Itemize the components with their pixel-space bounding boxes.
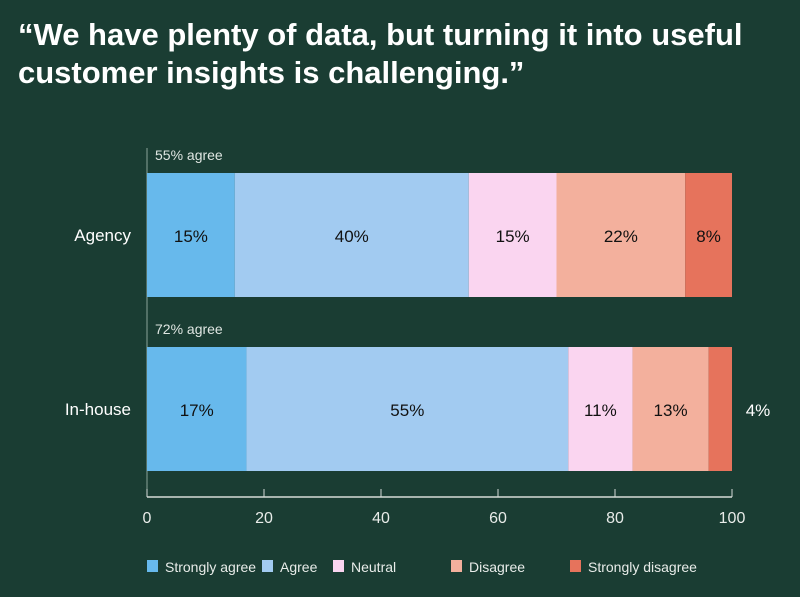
bar-segment: [468, 173, 557, 297]
legend-swatch: [147, 560, 158, 572]
legend-swatch: [262, 560, 273, 572]
data-label: 55%: [390, 401, 424, 420]
x-tick-label: 100: [719, 510, 746, 527]
x-tick-label: 60: [489, 510, 507, 527]
data-label: 8%: [696, 227, 721, 246]
agree-annotation: 55% agree: [155, 147, 223, 163]
legend-label: Strongly agree: [165, 559, 256, 575]
bar-segment: [685, 173, 732, 297]
agree-annotation: 72% agree: [155, 321, 223, 337]
legend-label: Neutral: [351, 559, 396, 575]
data-label: 11%: [584, 401, 617, 420]
bar-segment: [568, 347, 633, 471]
category-label: In-house: [65, 400, 131, 419]
data-label: 15%: [174, 227, 208, 246]
x-tick-label: 0: [143, 510, 152, 527]
bar-segment: [708, 347, 732, 471]
legend-swatch: [333, 560, 344, 572]
legend-label: Agree: [280, 559, 318, 575]
data-label: 40%: [335, 227, 369, 246]
bar-segment: [556, 173, 686, 297]
x-tick-label: 40: [372, 510, 390, 527]
bar-segment: [246, 347, 569, 471]
bar-segment: [147, 173, 235, 297]
legend-label: Disagree: [469, 559, 525, 575]
data-label: 17%: [180, 401, 214, 420]
legend-swatch: [570, 560, 581, 572]
bar-segment: [632, 347, 709, 471]
data-label: 22%: [604, 227, 638, 246]
data-label: 15%: [496, 227, 530, 246]
legend-swatch: [451, 560, 462, 572]
data-label: 13%: [654, 401, 688, 420]
legend-label: Strongly disagree: [588, 559, 697, 575]
x-tick-label: 20: [255, 510, 273, 527]
bar-segment: [234, 173, 469, 297]
data-label: 4%: [746, 401, 771, 420]
x-tick-label: 80: [606, 510, 624, 527]
bar-segment: [147, 347, 247, 471]
category-label: Agency: [74, 226, 131, 245]
chart-title: “We have plenty of data, but turning it …: [18, 17, 743, 90]
